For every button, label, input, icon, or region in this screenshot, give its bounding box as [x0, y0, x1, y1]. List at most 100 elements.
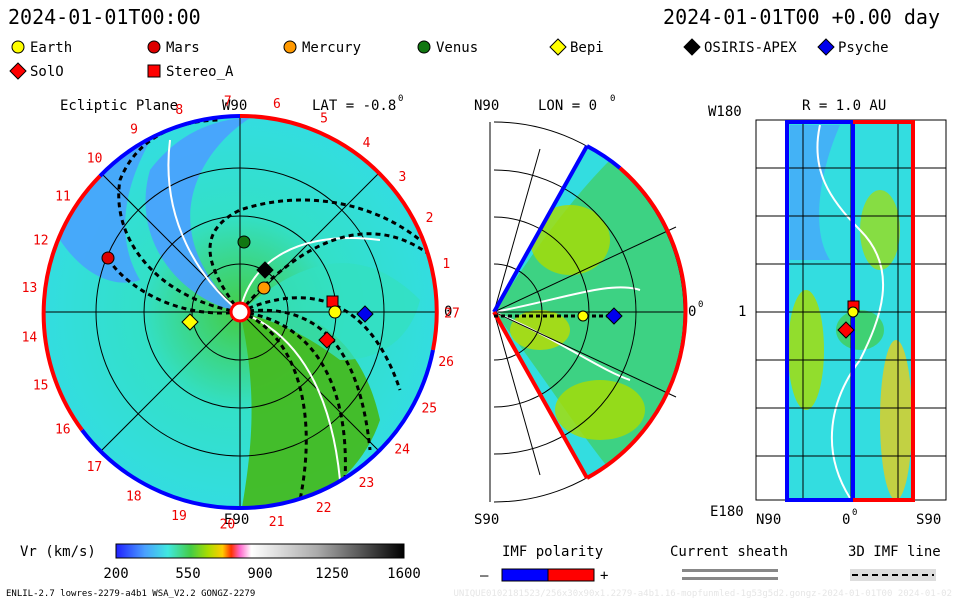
radial-pos-border [853, 120, 915, 502]
footer-right: UNIQUE0102181523/256x30x90x1.2279-a4b1.1… [454, 589, 953, 599]
carrington-label: 12 [33, 233, 49, 248]
carrington-label: 4 [363, 136, 371, 151]
body-legend: Earth Mars Mercury Venus Bepi OSIRIS-APEX Psyc… [9, 38, 889, 80]
legend-label: Venus [436, 40, 478, 56]
carrington-label: 9 [130, 122, 138, 137]
imf3d-title: 3D IMF line [848, 544, 941, 560]
psyche-legend-marker [817, 38, 835, 56]
mars-legend-marker [147, 40, 161, 54]
ecliptic-rim-pos [239, 113, 439, 351]
carrington-label: 25 [421, 401, 437, 416]
rad-earth-marker [847, 306, 859, 318]
colorbar-tick: 200 [103, 566, 128, 582]
mer-psyche-marker [605, 307, 623, 325]
meridional-panel: N90 LON = 0 0 [474, 94, 703, 528]
imf-polarity-legend: IMF polarity – + [480, 544, 608, 584]
carrington-label: 6 [273, 97, 281, 112]
bepi-marker [181, 313, 199, 331]
carrington-label: 26 [438, 355, 454, 370]
meridional-rim-top-arc [586, 144, 622, 170]
carrington-label: 19 [171, 509, 187, 524]
carrington-label: 5 [320, 111, 328, 126]
venus-marker [237, 235, 251, 249]
carrington-label: 15 [33, 378, 49, 393]
carrington-label: 7 [224, 94, 232, 109]
carrington-label: 23 [359, 476, 375, 491]
mars-marker [101, 251, 115, 265]
legend-label: OSIRIS-APEX [704, 40, 797, 56]
osiris-apex-marker [256, 261, 274, 279]
meridional-bottom-label: S90 [474, 512, 499, 528]
carrington-label: 13 [22, 281, 38, 296]
carrington-label: 10 [87, 152, 103, 167]
rad-solo-marker [837, 321, 855, 339]
imf-minus: – [480, 568, 489, 584]
ecliptic-top-label: W90 [222, 98, 247, 114]
ecliptic-bodies [101, 235, 374, 349]
solo-legend-marker [9, 62, 27, 80]
fast-wind-region-2 [60, 125, 160, 283]
imf-title: IMF polarity [502, 544, 603, 560]
ecliptic-rim-pos-left [41, 174, 102, 432]
mercury-marker [257, 281, 271, 295]
meridional-right-label: 0 [688, 304, 696, 320]
colorbar-tick: 1600 [387, 566, 421, 582]
colorbar-ticks: 200 550 900 1250 1600 [103, 566, 421, 582]
carrington-label: 2 [426, 211, 434, 226]
earth-marker [328, 305, 342, 319]
carrington-label: 27 [444, 306, 460, 321]
psyche-marker [356, 305, 374, 323]
radial-x-mid: 0 [842, 512, 850, 528]
radial-mid-label: 1 [738, 304, 746, 320]
mer-earth-marker [577, 310, 589, 322]
carrington-label: 8 [175, 103, 183, 118]
meridional-rim-top [492, 145, 589, 313]
degree-mark: 0 [398, 94, 403, 104]
colorbar-tick: 900 [247, 566, 272, 582]
stereo-a-legend-marker [147, 64, 161, 78]
colorbar-tick: 550 [175, 566, 200, 582]
degree-mark: 0 [698, 300, 703, 310]
ecliptic-title: Ecliptic Plane [60, 98, 178, 114]
imf-3d-legend: 3D IMF line [848, 544, 941, 581]
carrington-label: 18 [126, 490, 142, 505]
carrington-label: 17 [87, 460, 103, 475]
legend-label: Mars [166, 40, 200, 56]
radial-bottom-label: E180 [710, 504, 744, 520]
sheath-title: Current sheath [670, 544, 788, 560]
imf-plus: + [600, 568, 608, 584]
carrington-label: 24 [394, 443, 410, 458]
colorbar: Vr (km/s) 200 550 900 1250 1600 [20, 543, 421, 582]
ecliptic-rim-neg-top [98, 114, 241, 178]
colorbar-tick: 1250 [315, 566, 349, 582]
imf-positive-swatch [547, 568, 595, 582]
carrington-label: 20 [220, 518, 236, 533]
carrington-label: 22 [316, 501, 332, 516]
earth-legend-marker [11, 40, 25, 54]
carrington-label: 1 [442, 257, 450, 272]
fast-wind-region [145, 118, 250, 312]
ecliptic-bottom-label: E90 [224, 512, 249, 528]
ecliptic-panel: Ecliptic Plane W90 LAT = -0.8 0 [22, 94, 460, 533]
carrington-label: 3 [398, 170, 406, 185]
imf-negative-swatch [501, 568, 549, 582]
radial-x-left: N90 [756, 512, 781, 528]
legend-label: Bepi [570, 40, 604, 56]
radial-title: R = 1.0 AU [802, 98, 886, 114]
osiris-apex-legend-marker [683, 38, 701, 56]
radial-panel: R = 1.0 AU W180 E180 1 N90 0 0 [708, 98, 947, 528]
ecliptic-rim-neg-left [80, 428, 241, 511]
legend-label: Mercury [302, 40, 361, 56]
degree-mark: 0 [852, 508, 857, 518]
sheath-swatch-top [682, 569, 778, 572]
meridional-lon: LON = 0 [538, 98, 597, 114]
ecliptic-right-label: 0 [444, 304, 452, 320]
sun-marker [229, 301, 251, 323]
meridional-top-label: N90 [474, 98, 499, 114]
meridional-rim-arc [586, 166, 688, 480]
bepi-legend-marker [549, 38, 567, 56]
radial-x-right: S90 [916, 512, 941, 528]
carrington-label: 14 [22, 330, 38, 345]
venus-legend-marker [417, 40, 431, 54]
